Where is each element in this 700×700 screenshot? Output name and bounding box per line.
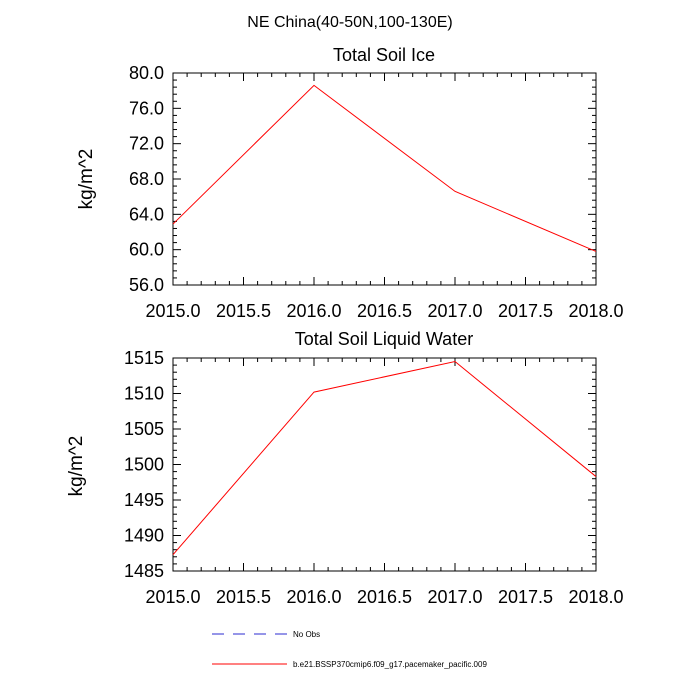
x-tick-label: 2015.0 xyxy=(145,587,200,607)
panel-title: Total Soil Liquid Water xyxy=(295,329,473,349)
y-tick-label: 64.0 xyxy=(129,204,164,224)
x-tick-label: 2017.5 xyxy=(498,587,553,607)
y-tick-label: 1505 xyxy=(124,419,164,439)
figure-suptitle: NE China(40-50N,100-130E) xyxy=(247,14,452,31)
x-tick-labels: 2015.0 2015.5 2016.0 2016.5 2017.0 2017.5 2018… xyxy=(145,301,623,321)
y-tick-labels: 56.0 60.0 64.0 68.0 72.0 76.0 80.0 xyxy=(129,63,164,295)
legend-label-model: b.e21.BSSP370cmip6.f09_g17.pacemaker_pac… xyxy=(293,660,487,669)
y-tick-label: 1485 xyxy=(124,561,164,581)
legend-entry-model: b.e21.BSSP370cmip6.f09_g17.pacemaker_pac… xyxy=(212,660,487,669)
series-group xyxy=(172,84,597,252)
y-tick-label: 80.0 xyxy=(129,63,164,83)
y-axis-label: kg/m^2 xyxy=(76,149,97,210)
x-tick-label: 2017.0 xyxy=(427,301,482,321)
y-tick-label: 60.0 xyxy=(129,240,164,260)
y-tick-label: 1510 xyxy=(124,384,164,404)
series-line xyxy=(172,361,597,555)
y-tick-label: 56.0 xyxy=(129,275,164,295)
y-tick-label: 1495 xyxy=(124,490,164,510)
panel-title: Total Soil Ice xyxy=(333,45,435,65)
y-tick-label: 1500 xyxy=(124,455,164,475)
x-tick-label: 2016.5 xyxy=(357,301,412,321)
series-group xyxy=(172,361,597,555)
legend-entry-no-obs: No Obs xyxy=(212,630,320,639)
plot-frame xyxy=(172,72,597,286)
x-tick-label: 2018.0 xyxy=(568,587,623,607)
axis-ticks xyxy=(172,72,597,286)
x-tick-label: 2017.5 xyxy=(498,301,553,321)
y-tick-label: 68.0 xyxy=(129,169,164,189)
x-tick-label: 2015.5 xyxy=(216,301,271,321)
legend: No Obs b.e21.BSSP370cmip6.f09_g17.pacema… xyxy=(212,630,487,669)
x-tick-label: 2016.0 xyxy=(286,301,341,321)
y-tick-labels: 1485 1490 1495 1500 1505 1510 1515 xyxy=(124,348,164,581)
y-tick-label: 76.0 xyxy=(129,98,164,118)
x-tick-label: 2016.0 xyxy=(286,587,341,607)
y-tick-label: 72.0 xyxy=(129,134,164,154)
x-tick-label: 2018.0 xyxy=(568,301,623,321)
y-axis-label: kg/m^2 xyxy=(66,436,87,497)
x-tick-labels: 2015.0 2015.5 2016.0 2016.5 2017.0 2017.5 2018… xyxy=(145,587,623,607)
x-tick-label: 2017.0 xyxy=(427,587,482,607)
legend-label-no-obs: No Obs xyxy=(293,630,320,639)
series-line xyxy=(172,84,597,252)
panel-total-soil-ice: Total Soil Ice kg/m^2 2015.0 2015.5 2016.0… xyxy=(76,45,624,321)
axis-ticks xyxy=(172,357,597,572)
x-tick-label: 2016.5 xyxy=(357,587,412,607)
x-tick-label: 2015.0 xyxy=(145,301,200,321)
x-tick-label: 2015.5 xyxy=(216,587,271,607)
y-tick-label: 1490 xyxy=(124,526,164,546)
panel-total-soil-liquid-water: Total Soil Liquid Water kg/m^2 2015.0 201… xyxy=(66,329,624,607)
plot-frame xyxy=(172,357,597,572)
y-tick-label: 1515 xyxy=(124,348,164,368)
